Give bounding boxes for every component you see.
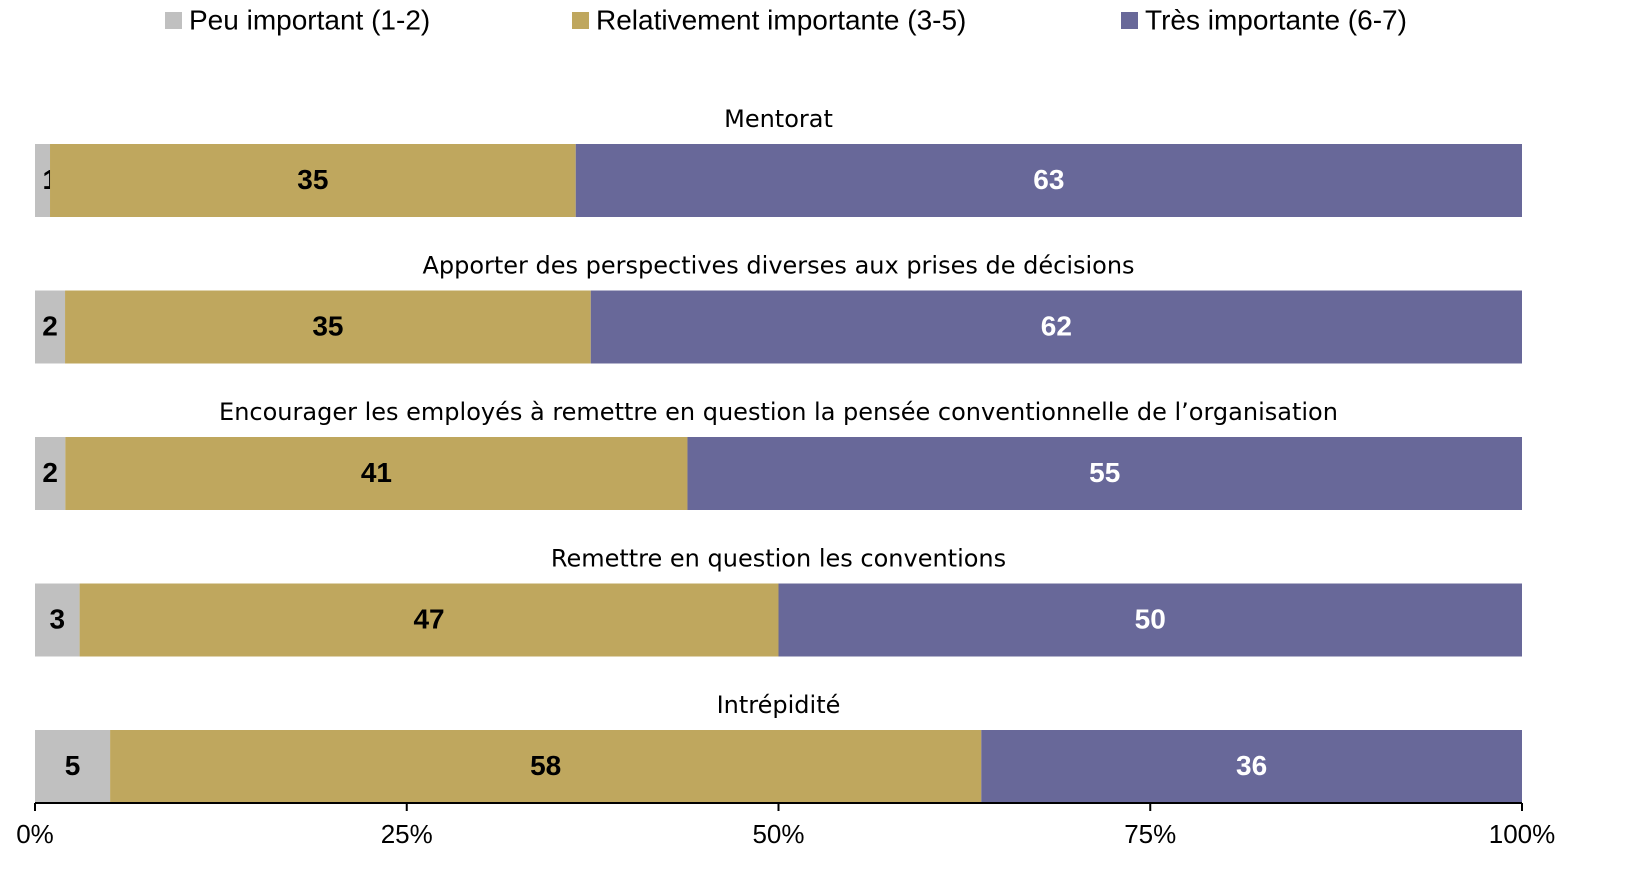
- data-label: 63: [1033, 164, 1064, 195]
- data-label: 3: [50, 603, 66, 634]
- x-tick-label: 75%: [1124, 819, 1176, 849]
- data-label: 47: [413, 603, 444, 634]
- data-label: 2: [42, 310, 58, 341]
- x-tick-label: 0%: [16, 819, 54, 849]
- legend-label: Peu important (1-2): [189, 4, 430, 35]
- bar-segment: [35, 144, 51, 217]
- bar-segment: [110, 730, 982, 803]
- category-label: Apporter des perspectives diverses aux p…: [422, 252, 1134, 280]
- bar-segment: [35, 583, 80, 657]
- data-label: 36: [1236, 750, 1267, 781]
- legend-swatch: [1121, 12, 1138, 29]
- x-tick-label: 25%: [381, 819, 433, 849]
- legend-label: Relativement importante (3-5): [596, 4, 966, 35]
- data-label: 35: [312, 310, 343, 341]
- bar-segment: [35, 730, 111, 803]
- category-label: Encourager les employés à remettre en qu…: [219, 398, 1338, 426]
- bar-segment: [778, 583, 1522, 657]
- data-label: 62: [1041, 310, 1072, 341]
- bar-segment: [35, 290, 66, 364]
- legend-swatch: [165, 12, 182, 29]
- data-label: 41: [361, 457, 392, 488]
- category-label: Mentorat: [724, 105, 833, 133]
- category-label: Intrépidité: [717, 691, 841, 719]
- data-label: 2: [42, 457, 58, 488]
- bar-segment: [35, 437, 66, 510]
- bar-segment: [687, 437, 1522, 510]
- bar-segment: [981, 730, 1522, 803]
- bar-segment: [590, 290, 1522, 364]
- bar-segment: [50, 144, 576, 217]
- category-label: Remettre en question les conventions: [551, 545, 1006, 573]
- data-label: 55: [1089, 457, 1120, 488]
- bar-segment: [575, 144, 1522, 217]
- bar-segment: [65, 290, 591, 364]
- bar-segment: [79, 583, 779, 657]
- x-tick-label: 50%: [752, 819, 804, 849]
- data-label: 58: [530, 750, 561, 781]
- data-label: 5: [65, 750, 81, 781]
- legend-label: Très importante (6-7): [1145, 4, 1407, 35]
- legend-swatch: [572, 12, 589, 29]
- x-tick-label: 100%: [1489, 819, 1556, 849]
- data-label: 35: [297, 164, 328, 195]
- data-label: 50: [1135, 603, 1166, 634]
- bar-segment: [65, 437, 688, 510]
